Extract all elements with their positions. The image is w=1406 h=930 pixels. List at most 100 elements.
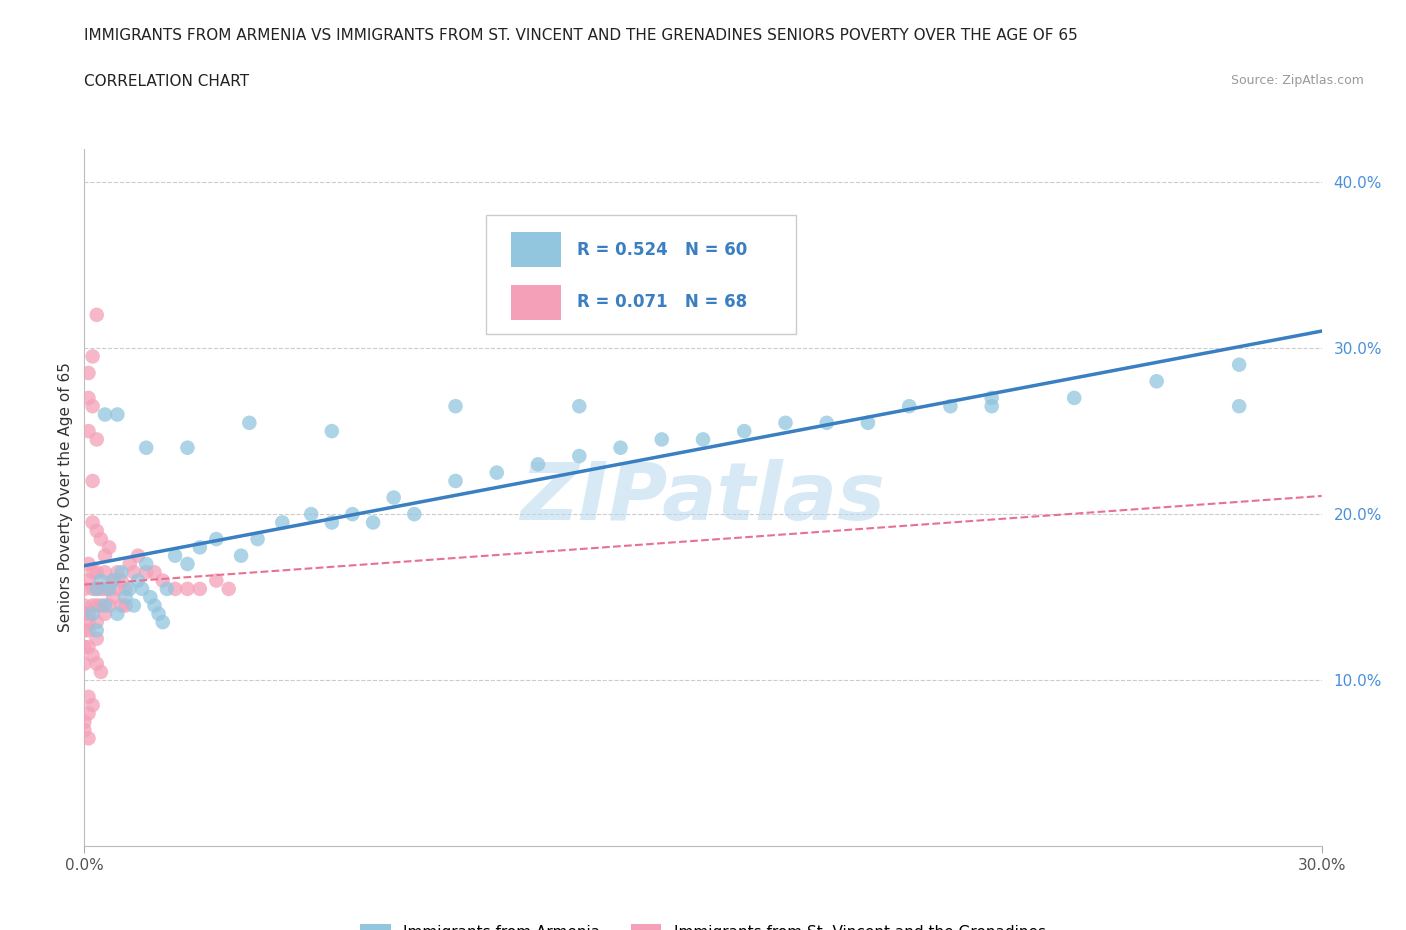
Point: [1227, 399, 1250, 414]
Point: [139, 590, 162, 604]
Point: [404, 507, 426, 522]
Point: [94, 606, 117, 621]
Point: [98, 581, 121, 596]
Point: [110, 565, 132, 579]
Point: [82, 399, 104, 414]
Point: [77, 424, 100, 439]
Point: [205, 532, 228, 547]
Point: [86, 581, 108, 596]
Point: [127, 573, 149, 588]
Point: [82, 648, 104, 663]
Point: [148, 606, 170, 621]
Point: [229, 549, 252, 564]
Point: [82, 598, 104, 613]
Point: [103, 590, 125, 604]
Point: [485, 465, 508, 480]
FancyBboxPatch shape: [512, 285, 561, 320]
Point: [77, 623, 100, 638]
Point: [527, 457, 550, 472]
Point: [94, 581, 117, 596]
Point: [118, 556, 141, 571]
Point: [321, 424, 343, 439]
Point: [94, 565, 117, 579]
Point: [73, 623, 96, 638]
Point: [114, 590, 136, 604]
Point: [114, 598, 136, 613]
Point: [86, 565, 108, 579]
Point: [77, 573, 100, 588]
Point: [82, 349, 104, 364]
Point: [135, 440, 157, 455]
Point: [165, 549, 187, 564]
Point: [218, 581, 240, 596]
Point: [82, 565, 104, 579]
Point: [73, 723, 96, 737]
Y-axis label: Seniors Poverty Over the Age of 65: Seniors Poverty Over the Age of 65: [58, 363, 73, 632]
Point: [77, 556, 100, 571]
Point: [77, 706, 100, 721]
Point: [86, 657, 108, 671]
Point: [131, 581, 153, 596]
Text: ZIPatlas: ZIPatlas: [520, 458, 886, 537]
Point: [246, 532, 269, 547]
Point: [73, 598, 96, 613]
Point: [733, 424, 755, 439]
Point: [94, 598, 117, 613]
Point: [188, 540, 211, 555]
Point: [176, 581, 198, 596]
Point: [86, 581, 108, 596]
Text: Source: ZipAtlas.com: Source: ZipAtlas.com: [1230, 74, 1364, 87]
Point: [82, 515, 104, 530]
Point: [815, 416, 838, 431]
Point: [86, 623, 108, 638]
Point: [94, 549, 117, 564]
Point: [980, 399, 1002, 414]
Point: [152, 573, 174, 588]
Point: [609, 440, 631, 455]
Point: [86, 524, 108, 538]
Point: [775, 416, 797, 431]
Point: [77, 689, 100, 704]
Point: [321, 515, 343, 530]
Point: [90, 598, 112, 613]
Point: [90, 532, 112, 547]
Point: [444, 473, 467, 488]
Point: [568, 448, 591, 463]
Point: [114, 581, 136, 596]
Point: [143, 598, 166, 613]
Point: [105, 565, 128, 579]
Point: [94, 407, 117, 422]
Point: [361, 515, 384, 530]
Point: [1146, 374, 1168, 389]
Point: [98, 581, 121, 596]
Point: [86, 432, 108, 447]
Point: [77, 391, 100, 405]
Point: [692, 432, 714, 447]
Point: [856, 416, 879, 431]
Point: [122, 598, 145, 613]
Point: [152, 615, 174, 630]
Point: [980, 391, 1002, 405]
Point: [188, 581, 211, 596]
Point: [271, 515, 294, 530]
Point: [103, 573, 125, 588]
Point: [205, 573, 228, 588]
Point: [651, 432, 673, 447]
Point: [82, 581, 104, 596]
Point: [77, 615, 100, 630]
Point: [105, 407, 128, 422]
Text: R = 0.071   N = 68: R = 0.071 N = 68: [576, 293, 747, 312]
Point: [73, 640, 96, 655]
Text: IMMIGRANTS FROM ARMENIA VS IMMIGRANTS FROM ST. VINCENT AND THE GRENADINES SENIOR: IMMIGRANTS FROM ARMENIA VS IMMIGRANTS FR…: [84, 28, 1078, 43]
FancyBboxPatch shape: [486, 215, 796, 334]
Point: [77, 731, 100, 746]
Text: R = 0.524   N = 60: R = 0.524 N = 60: [576, 241, 747, 259]
Point: [77, 640, 100, 655]
Point: [238, 416, 260, 431]
Point: [382, 490, 405, 505]
Point: [73, 714, 96, 729]
Point: [90, 573, 112, 588]
Point: [165, 581, 187, 596]
Point: [898, 399, 921, 414]
Point: [77, 606, 100, 621]
